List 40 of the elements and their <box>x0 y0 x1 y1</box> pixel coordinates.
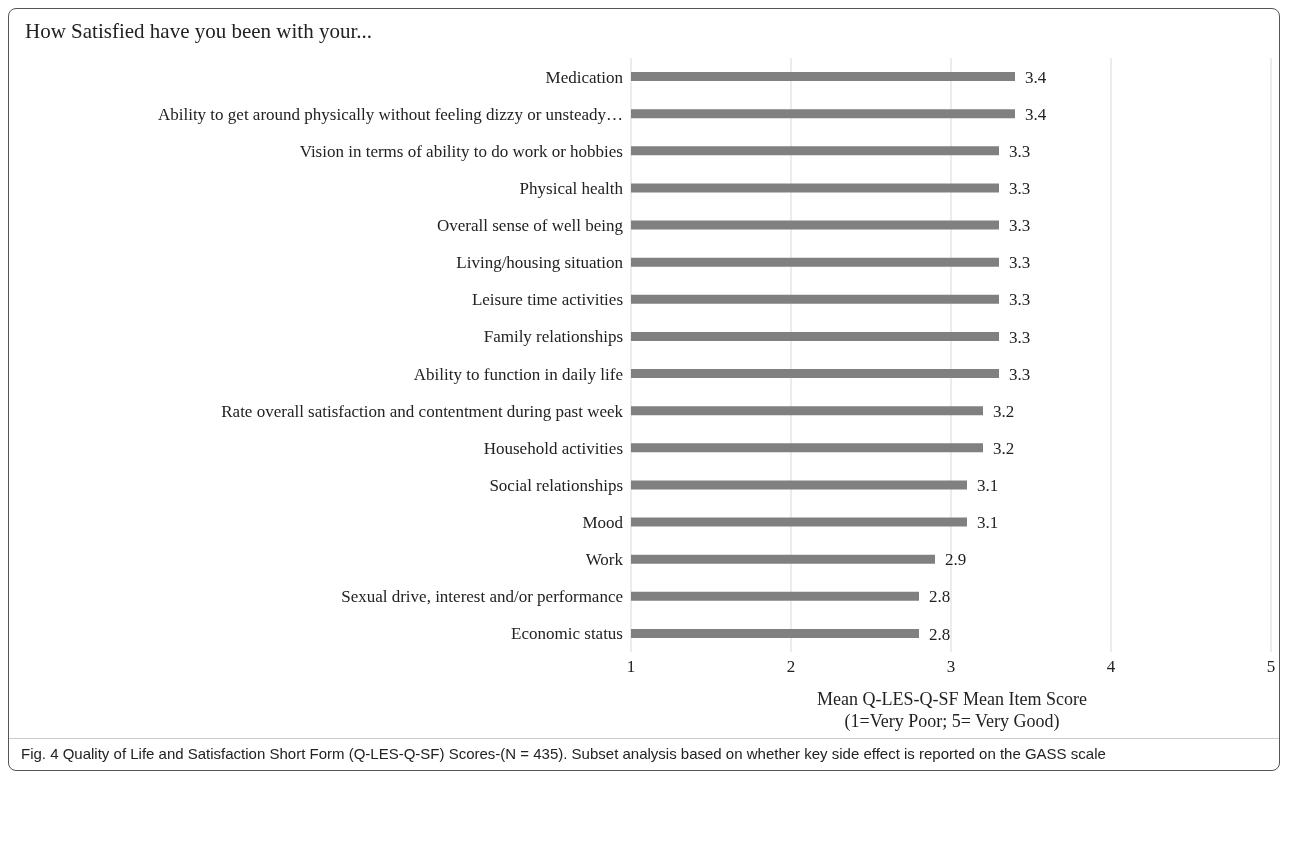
text: How Satisfied have you been with your... <box>24 18 374 45</box>
data-label: 3.2 <box>993 438 1015 458</box>
data-label: 2.8 <box>929 624 951 644</box>
y-tick-label: Ability to function in daily life <box>413 364 623 384</box>
y-tick-label: Work <box>585 550 624 570</box>
x-tick-label: 5 <box>1266 657 1276 677</box>
y-tick-label: Medication <box>545 67 624 87</box>
y-tick-label: Household activities <box>483 438 623 458</box>
x-tick-label: 3 <box>946 657 956 677</box>
data-label: 3.3 <box>1009 216 1031 236</box>
y-tick-label: Vision in terms of ability to do work or hobbies <box>299 141 623 161</box>
y-tick-label: Overall sense of well being <box>437 216 624 236</box>
data-label: 3.1 <box>977 513 999 533</box>
y-tick-label: Physical health <box>519 178 624 198</box>
data-label: 2.8 <box>929 587 951 607</box>
caption: Fig. 4 Quality of Life and Satisfaction Short Form (Q-LES-Q-SF) Scores-(N = 435). Subset analysis based on whether key side effect is reported on the GASS scale <box>9 738 1279 770</box>
y-tick-label: Mood <box>582 513 624 533</box>
data-label: 3.1 <box>977 476 999 496</box>
y-tick-label: Economic status <box>511 624 623 644</box>
data-label: 3.3 <box>1009 179 1031 199</box>
y-tick-label: Sexual drive, interest and/or performance <box>341 587 623 607</box>
x-axis-title: Mean Q-LES-Q-SF Mean Item Score (1=Very Poor; 5= Very Good) <box>816 688 1088 732</box>
x-tick-label: 1 <box>626 657 636 677</box>
data-label: 3.3 <box>1009 253 1031 273</box>
y-tick-label: Rate overall satisfaction and contentment during past week <box>221 401 624 421</box>
x-tick-label: 4 <box>1106 657 1116 677</box>
data-label: 3.4 <box>1025 104 1047 124</box>
y-tick-label: Social relationships <box>489 475 623 495</box>
data-label: 3.2 <box>993 401 1015 421</box>
data-label: 3.3 <box>1009 327 1031 347</box>
data-label: 2.9 <box>945 550 967 570</box>
data-label: 3.3 <box>1009 364 1031 384</box>
data-label: 3.3 <box>1009 141 1031 161</box>
y-tick-label: Ability to get around physically without feeling dizzy or unsteady… <box>157 104 623 124</box>
data-label: 3.3 <box>1009 290 1031 310</box>
y-tick-label: Family relationships <box>483 327 623 347</box>
data-label: 3.4 <box>1025 67 1047 87</box>
y-tick-label: Leisure time activities <box>471 290 623 310</box>
y-tick-label: Living/housing situation <box>456 253 624 273</box>
x-tick-label: 2 <box>786 657 796 677</box>
